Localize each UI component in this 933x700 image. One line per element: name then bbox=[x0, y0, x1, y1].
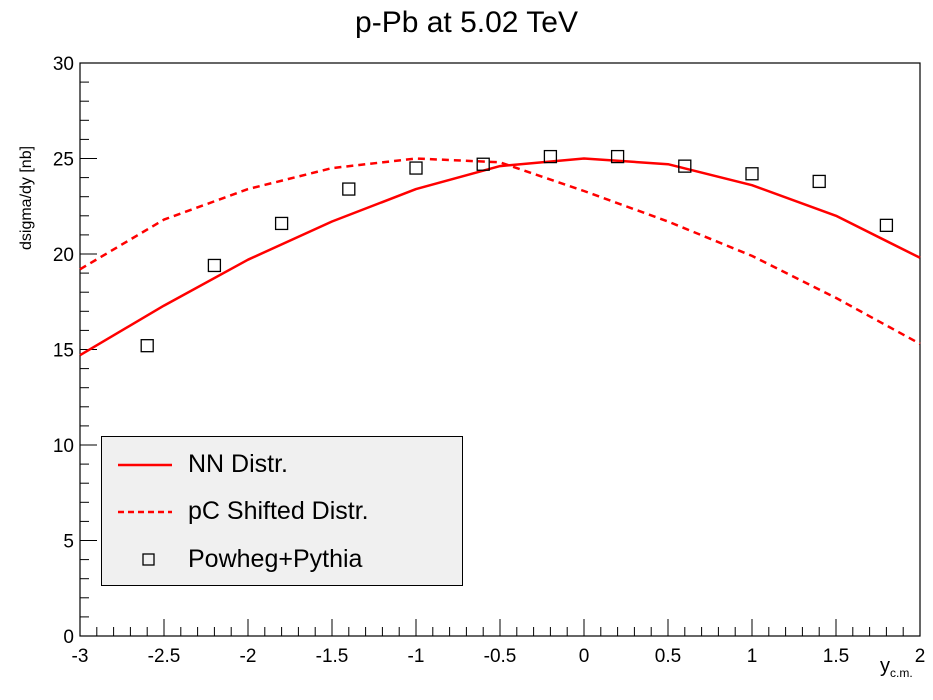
x-tick-label: 0 bbox=[579, 646, 590, 667]
data-point-square bbox=[745, 167, 759, 181]
y-tick-label: 0 bbox=[63, 627, 74, 648]
x-tick-label: -1.5 bbox=[316, 646, 349, 667]
y-tick-label: 30 bbox=[53, 54, 74, 75]
open-square-icon bbox=[142, 553, 155, 566]
data-point-square bbox=[476, 157, 490, 171]
data-point-square bbox=[409, 161, 423, 175]
x-tick-label: -2.5 bbox=[148, 646, 181, 667]
data-point-square bbox=[879, 218, 894, 233]
x-tick-label: 0.5 bbox=[655, 646, 681, 667]
data-point-square bbox=[274, 216, 289, 231]
y-tick-label: 10 bbox=[53, 436, 74, 457]
legend-entry-nn: NN Distr. bbox=[102, 445, 462, 485]
x-tick-label: -2 bbox=[240, 646, 257, 667]
x-tick-label: 2 bbox=[915, 646, 926, 667]
legend-label-nn: NN Distr. bbox=[188, 450, 288, 478]
legend-entry-powheg: Powheg+Pythia bbox=[102, 540, 462, 580]
x-tick-label: -1 bbox=[408, 646, 425, 667]
data-point-square bbox=[207, 258, 222, 273]
data-point-square bbox=[678, 159, 692, 173]
data-point-square bbox=[812, 174, 826, 189]
x-tick-label: -0.5 bbox=[484, 646, 517, 667]
data-point-square bbox=[610, 149, 625, 164]
dashed-line-icon bbox=[118, 510, 172, 514]
legend: NN Distr. pC Shifted Distr. Powheg+Pythi… bbox=[101, 436, 463, 586]
data-point-square bbox=[342, 182, 356, 196]
x-tick-label: 1 bbox=[747, 646, 758, 667]
x-tick-label: -3 bbox=[72, 646, 89, 667]
y-tick-label: 15 bbox=[53, 341, 74, 362]
legend-entry-pc: pC Shifted Distr. bbox=[102, 492, 462, 532]
y-tick-label: 5 bbox=[63, 532, 74, 553]
y-axis-label: dsigma/dy [nb] bbox=[18, 145, 35, 250]
y-tick-label: 20 bbox=[53, 245, 74, 266]
y-tick-label: 25 bbox=[53, 150, 74, 171]
data-point-square bbox=[543, 149, 558, 164]
x-axis-label: yc.m. bbox=[880, 655, 913, 680]
data-point-square bbox=[140, 339, 154, 353]
x-tick-label: 1.5 bbox=[823, 646, 849, 667]
chart-title: p-Pb at 5.02 TeV bbox=[355, 6, 578, 39]
legend-label-powheg: Powheg+Pythia bbox=[188, 545, 363, 573]
solid-line-icon bbox=[118, 463, 172, 467]
series-line-pc-shifted bbox=[79, 157, 921, 345]
legend-label-pc: pC Shifted Distr. bbox=[188, 497, 369, 525]
series-line-nn bbox=[79, 157, 921, 357]
